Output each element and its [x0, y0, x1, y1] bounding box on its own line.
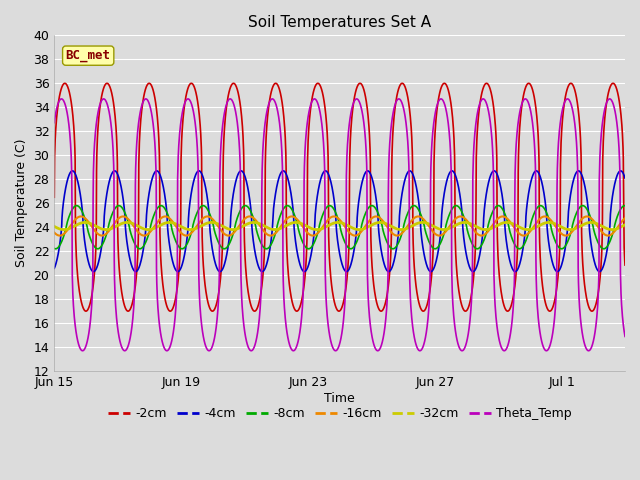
-2cm [51, 194, 58, 200]
-4cm [313, 196, 321, 202]
Theta_Temp [500, 348, 508, 354]
-2cm [621, 262, 629, 268]
-2cm [328, 284, 335, 289]
-4cm [500, 210, 508, 216]
Line: -8cm: -8cm [54, 205, 625, 249]
-16cm [328, 214, 336, 220]
-2cm [605, 88, 612, 94]
-8cm [605, 240, 613, 246]
-4cm [427, 269, 435, 275]
-16cm [372, 214, 380, 219]
-4cm [621, 175, 629, 181]
Line: -16cm: -16cm [54, 216, 625, 236]
-4cm [51, 265, 58, 271]
-2cm [79, 306, 87, 312]
-4cm [79, 227, 87, 232]
-8cm [605, 241, 612, 247]
Line: -4cm: -4cm [54, 171, 625, 272]
Line: -2cm: -2cm [54, 84, 625, 311]
-8cm [262, 246, 270, 252]
-32cm [621, 222, 629, 228]
-32cm [313, 227, 321, 232]
-16cm [500, 214, 508, 220]
Theta_Temp [621, 334, 629, 339]
-2cm [335, 308, 343, 314]
Y-axis label: Soil Temperature (C): Soil Temperature (C) [15, 139, 28, 267]
-32cm [605, 226, 612, 232]
Theta_Temp [328, 342, 335, 348]
-8cm [314, 232, 321, 238]
-16cm [313, 231, 321, 237]
Title: Soil Temperatures Set A: Soil Temperatures Set A [248, 15, 431, 30]
-32cm [51, 224, 58, 229]
-32cm [482, 227, 490, 232]
-16cm [605, 233, 612, 239]
Theta_Temp [605, 96, 613, 102]
-8cm [621, 203, 629, 208]
-8cm [51, 246, 58, 252]
-2cm [313, 81, 321, 87]
Theta_Temp [51, 120, 58, 125]
-32cm [334, 219, 342, 225]
Theta_Temp [79, 348, 87, 353]
-8cm [115, 203, 123, 208]
-2cm [605, 87, 613, 93]
-4cm [328, 185, 336, 191]
Theta_Temp [353, 96, 360, 102]
Theta_Temp [500, 348, 508, 354]
Line: Theta_Temp: Theta_Temp [54, 99, 625, 351]
-8cm [328, 204, 336, 210]
-4cm [605, 233, 613, 239]
-16cm [51, 230, 58, 236]
-4cm [280, 168, 287, 174]
-32cm [500, 220, 508, 226]
Legend: -2cm, -4cm, -8cm, -16cm, -32cm, Theta_Temp: -2cm, -4cm, -8cm, -16cm, -32cm, Theta_Te… [102, 402, 577, 425]
-8cm [79, 212, 87, 217]
X-axis label: Time: Time [324, 392, 355, 405]
-4cm [605, 236, 612, 241]
Theta_Temp [605, 96, 612, 102]
-2cm [483, 81, 490, 86]
-16cm [79, 214, 87, 220]
-32cm [79, 220, 87, 226]
Theta_Temp [313, 98, 321, 104]
Text: BC_met: BC_met [66, 49, 111, 62]
-16cm [225, 233, 232, 239]
-32cm [328, 221, 335, 227]
-16cm [605, 233, 613, 239]
-2cm [500, 303, 508, 309]
-16cm [621, 215, 629, 221]
-8cm [500, 209, 508, 215]
Line: -32cm: -32cm [54, 222, 625, 229]
-32cm [605, 227, 613, 232]
